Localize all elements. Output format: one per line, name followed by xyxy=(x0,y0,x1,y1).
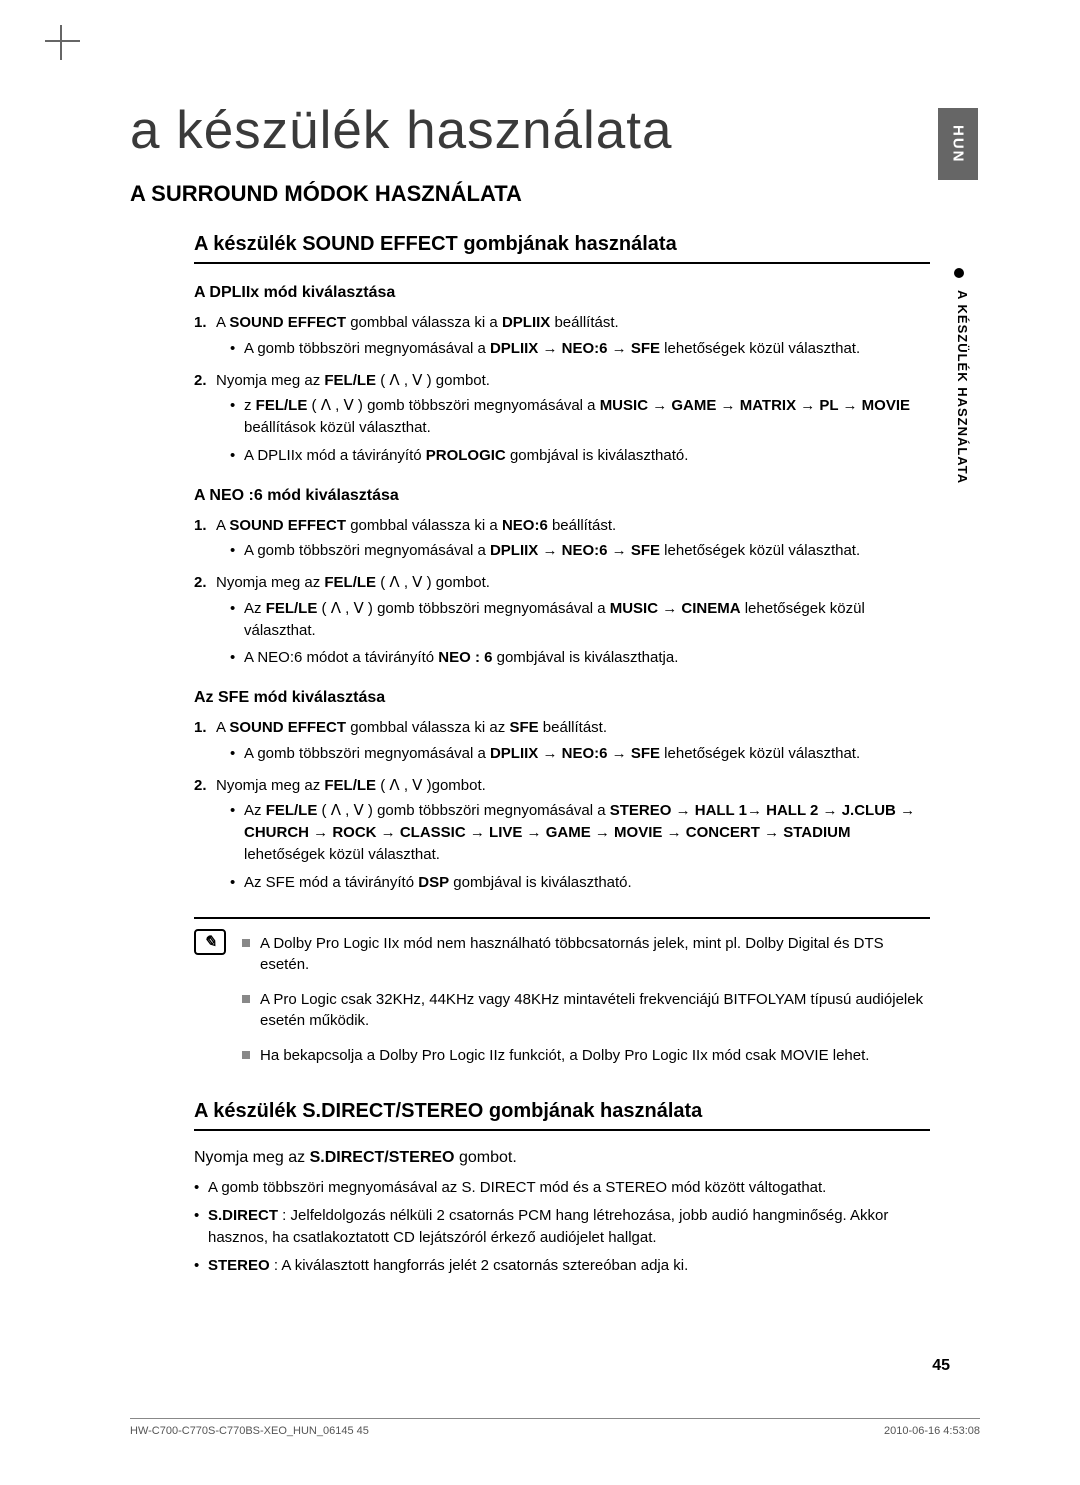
bullet: S.DIRECT : Jelfeldolgozás nélküli 2 csat… xyxy=(194,1205,930,1249)
list-item: 1.A SOUND EFFECT gombbal válassza ki a D… xyxy=(194,312,930,360)
step-text: Nyomja meg az FEL/LE ( ᐱ , ᐯ ) gombot. xyxy=(216,372,490,389)
bullet: STEREO : A kiválasztott hangforrás jelét… xyxy=(194,1255,930,1277)
list-item: 2.Nyomja meg az FEL/LE ( ᐱ , ᐯ ) gombot.… xyxy=(194,370,930,467)
bullet: A gomb többszöri megnyomásával az S. DIR… xyxy=(194,1177,930,1199)
dpliix-steps: 1.A SOUND EFFECT gombbal válassza ki a D… xyxy=(194,312,930,467)
step-number: 1. xyxy=(194,717,216,739)
note-item: A Pro Logic csak 32KHz, 44KHz vagy 48KHz… xyxy=(242,989,930,1031)
step-number: 2. xyxy=(194,370,216,392)
page-content: a készülék használata A SURROUND MÓDOK H… xyxy=(0,0,1080,1485)
step-text: Nyomja meg az FEL/LE ( ᐱ , ᐯ ) gombot. xyxy=(216,574,490,591)
sub-bullets: Az FEL/LE ( ᐱ , ᐯ ) gomb többszöri megny… xyxy=(230,800,930,893)
list-item: 2.Nyomja meg az FEL/LE ( ᐱ , ᐯ ) gombot.… xyxy=(194,572,930,669)
subheading-sound-effect: A készülék SOUND EFFECT gombjának haszná… xyxy=(194,233,930,264)
bullet: A gomb többszöri megnyomásával a DPLIIX … xyxy=(230,338,930,360)
sub-bullets: Az FEL/LE ( ᐱ , ᐯ ) gomb többszöri megny… xyxy=(230,598,930,669)
h3-sfe: Az SFE mód kiválasztása xyxy=(194,689,930,707)
bullet: A NEO:6 módot a távirányító NEO : 6 gomb… xyxy=(230,647,930,669)
bullet: Az FEL/LE ( ᐱ , ᐯ ) gomb többszöri megny… xyxy=(230,598,930,642)
section-heading: A SURROUND MÓDOK HASZNÁLATA xyxy=(130,181,980,207)
note-item: Ha bekapcsolja a Dolby Pro Logic IIz fun… xyxy=(242,1045,930,1066)
note-list: A Dolby Pro Logic IIx mód nem használhat… xyxy=(242,933,930,1066)
step-text: A SOUND EFFECT gombbal válassza ki az SF… xyxy=(216,719,607,736)
step-number: 1. xyxy=(194,312,216,334)
sub-bullets: z FEL/LE ( ᐱ , ᐯ ) gomb többszöri megnyo… xyxy=(230,395,930,466)
note-item: A Dolby Pro Logic IIx mód nem használhat… xyxy=(242,933,930,975)
step-text: Nyomja meg az FEL/LE ( ᐱ , ᐯ )gombot. xyxy=(216,777,486,794)
step-number: 2. xyxy=(194,572,216,594)
list-item: 1.A SOUND EFFECT gombbal válassza ki a N… xyxy=(194,515,930,563)
sdirect-bullets: A gomb többszöri megnyomásával az S. DIR… xyxy=(194,1177,930,1276)
step-text: A SOUND EFFECT gombbal válassza ki a DPL… xyxy=(216,314,619,331)
bullet: A gomb többszöri megnyomásával a DPLIIX … xyxy=(230,743,930,765)
step-text: A SOUND EFFECT gombbal válassza ki a NEO… xyxy=(216,517,616,534)
bullet: Az SFE mód a távirányító DSP gombjával i… xyxy=(230,872,930,894)
neo6-steps: 1.A SOUND EFFECT gombbal válassza ki a N… xyxy=(194,515,930,670)
sub-bullets: A gomb többszöri megnyomásával a DPLIIX … xyxy=(230,338,930,360)
note-box: ✎ A Dolby Pro Logic IIx mód nem használh… xyxy=(194,917,930,1066)
bullet: z FEL/LE ( ᐱ , ᐯ ) gomb többszöri megnyo… xyxy=(230,395,930,439)
sdirect-section: A készülék S.DIRECT/STEREO gombjának has… xyxy=(194,1100,930,1276)
sub-bullets: A gomb többszöri megnyomásával a DPLIIX … xyxy=(230,743,930,765)
list-item: 2.Nyomja meg az FEL/LE ( ᐱ , ᐯ )gombot. … xyxy=(194,775,930,894)
list-item: 1.A SOUND EFFECT gombbal válassza ki az … xyxy=(194,717,930,765)
step-number: 2. xyxy=(194,775,216,797)
footer-left: HW-C700-C770S-C770BS-XEO_HUN_06145 45 xyxy=(130,1425,369,1437)
footer: HW-C700-C770S-C770BS-XEO_HUN_06145 45 20… xyxy=(130,1418,980,1437)
h3-neo6: A NEO :6 mód kiválasztása xyxy=(194,487,930,505)
document-title: a készülék használata xyxy=(130,100,980,161)
bullet: Az FEL/LE ( ᐱ , ᐯ ) gomb többszöri megny… xyxy=(230,800,930,865)
note-icon: ✎ xyxy=(194,929,226,955)
step-number: 1. xyxy=(194,515,216,537)
content-column: A készülék SOUND EFFECT gombjának haszná… xyxy=(194,233,930,1276)
bullet: A DPLIIx mód a távirányító PROLOGIC gomb… xyxy=(230,445,930,467)
page-number: 45 xyxy=(932,1357,950,1375)
h3-dpliix: A DPLIIx mód kiválasztása xyxy=(194,284,930,302)
sub-bullets: A gomb többszöri megnyomásával a DPLIIX … xyxy=(230,540,930,562)
sdirect-intro: Nyomja meg az S.DIRECT/STEREO gombot. xyxy=(194,1149,930,1167)
subheading-sdirect: A készülék S.DIRECT/STEREO gombjának has… xyxy=(194,1100,930,1131)
footer-right: 2010-06-16 4:53:08 xyxy=(884,1425,980,1437)
sfe-steps: 1.A SOUND EFFECT gombbal válassza ki az … xyxy=(194,717,930,893)
bullet: A gomb többszöri megnyomásával a DPLIIX … xyxy=(230,540,930,562)
